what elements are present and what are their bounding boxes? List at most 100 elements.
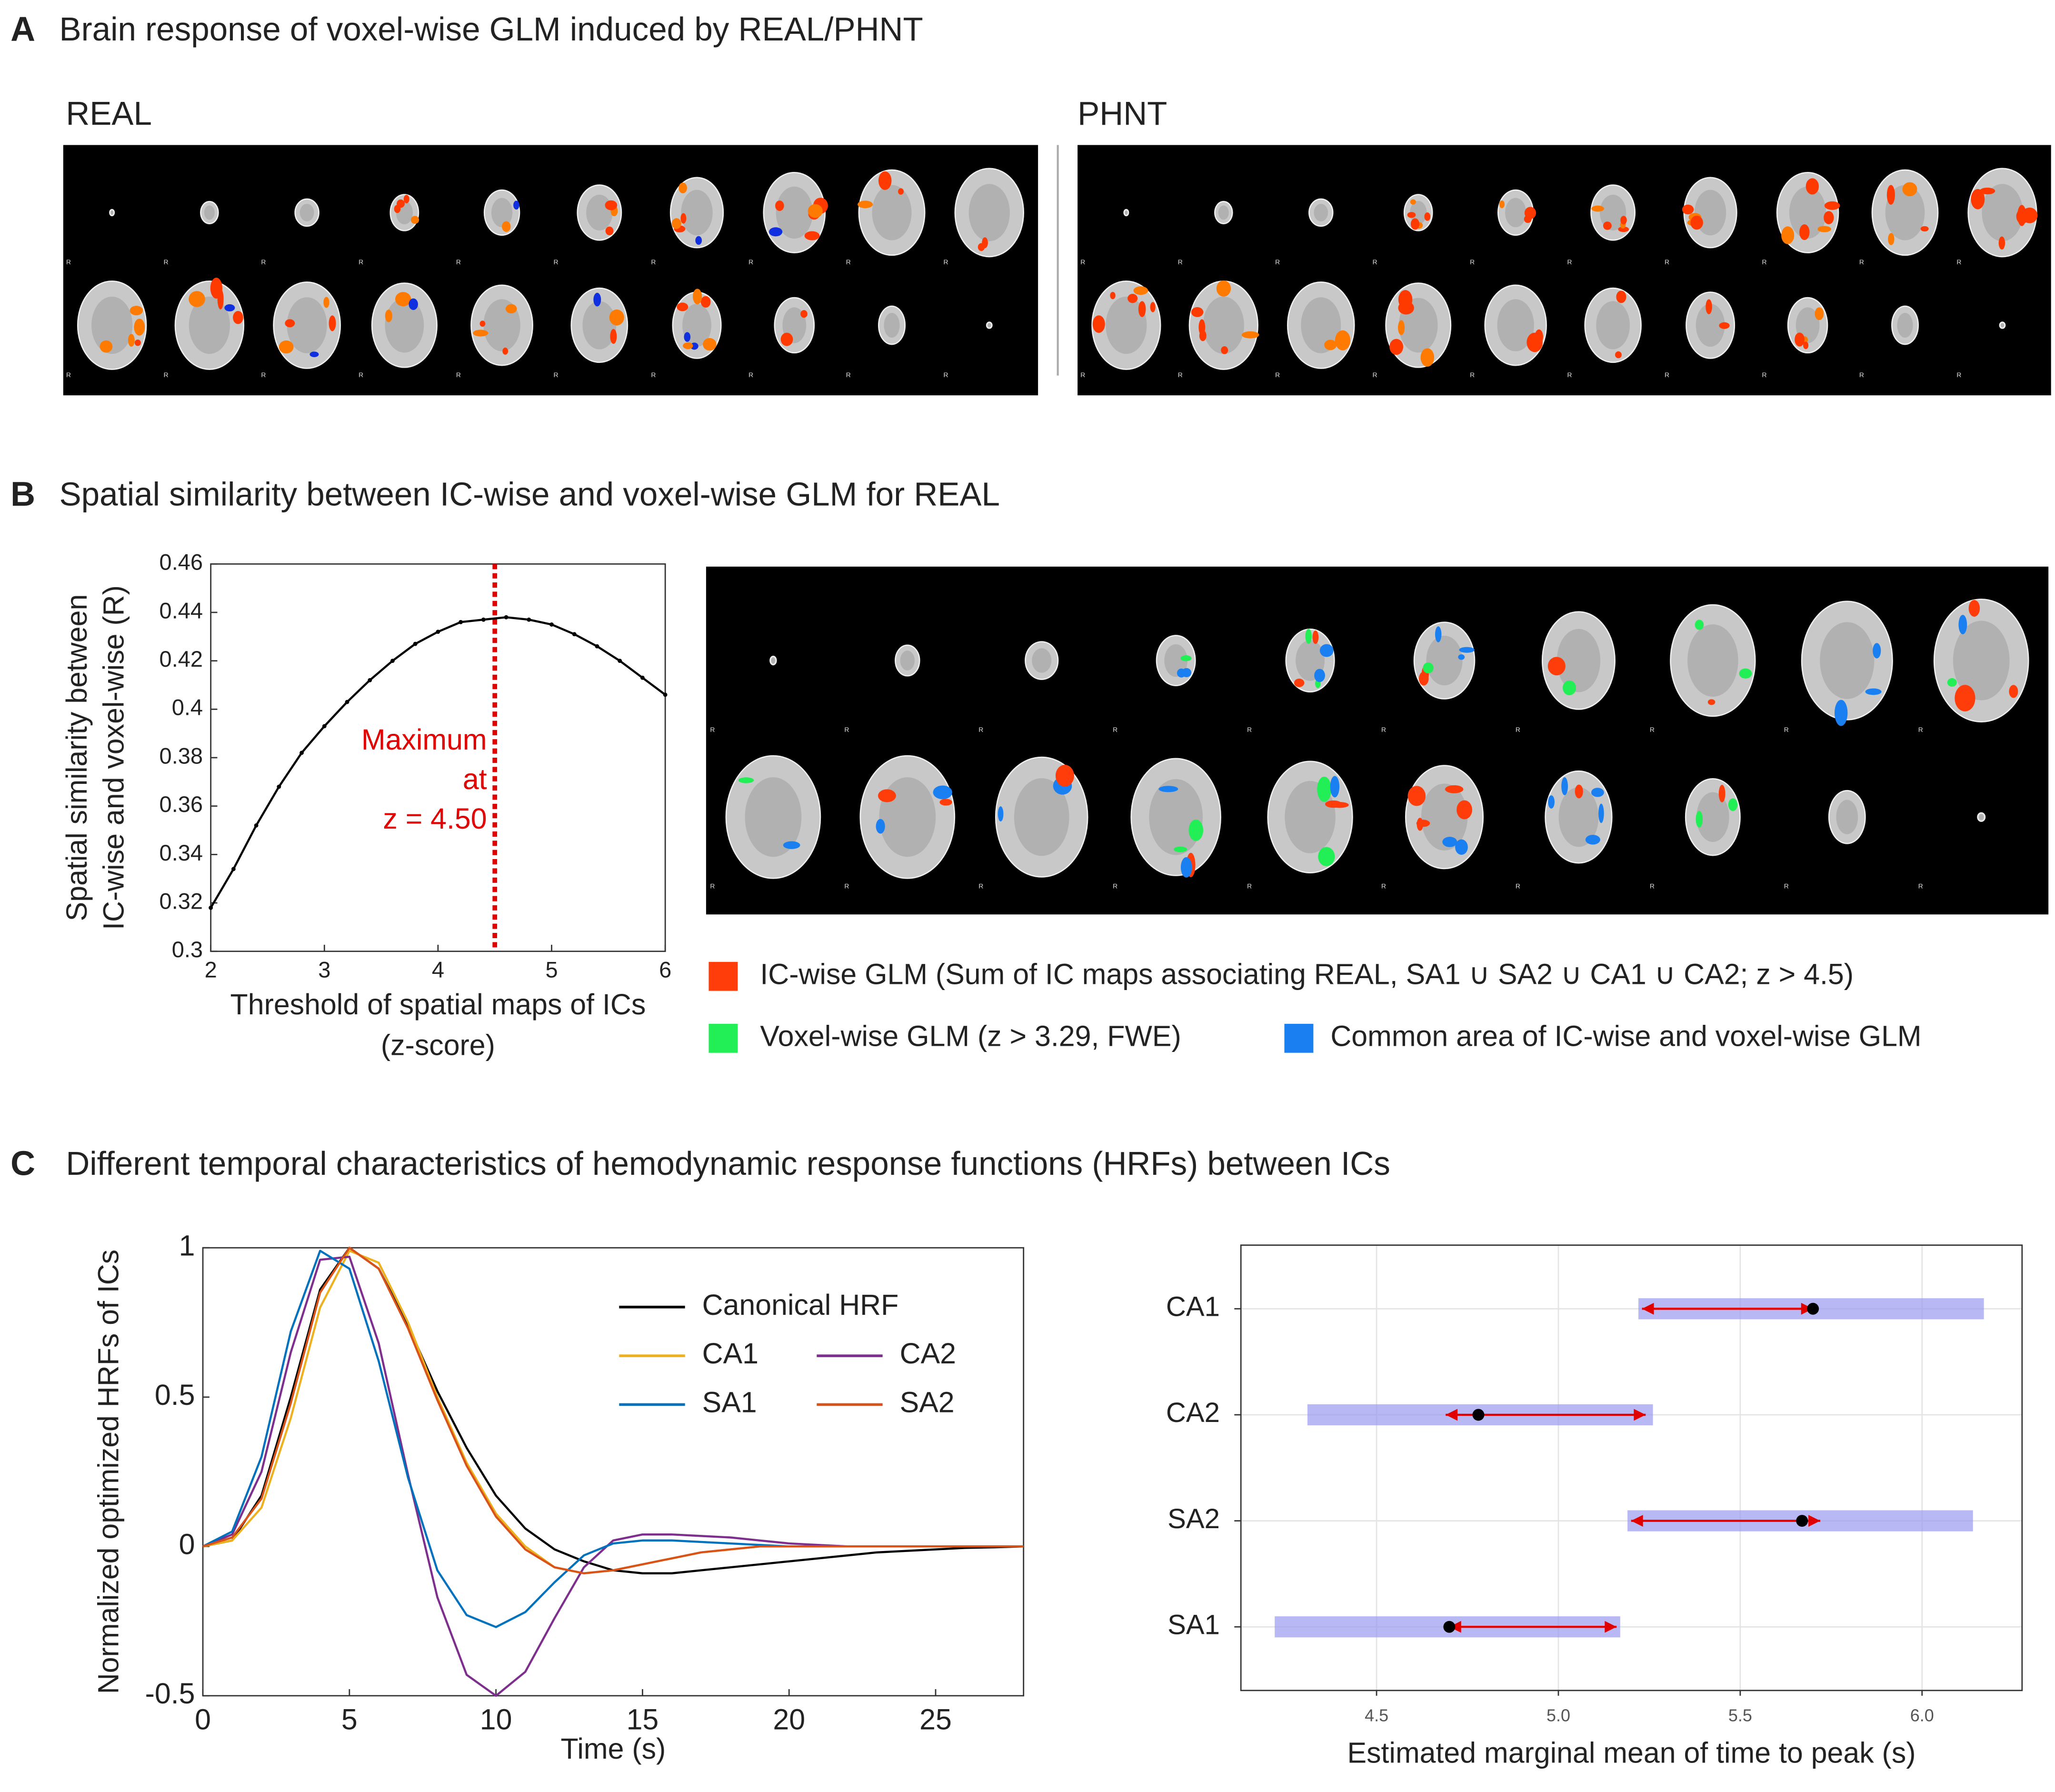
activation-blob <box>309 351 319 358</box>
x-tick-label: 5 <box>545 957 558 982</box>
activation-blob <box>1456 800 1472 820</box>
brain-slice-inner <box>900 651 915 671</box>
brain-slice-inner <box>1505 198 1526 228</box>
activation-blob <box>1416 820 1430 827</box>
series-point <box>322 724 327 729</box>
y-tick-label: 0.46 <box>160 550 203 575</box>
activation-blob <box>1615 351 1622 359</box>
orientation-label: R <box>748 258 753 266</box>
orientation-label: R <box>1650 726 1655 733</box>
brain-slice-inner <box>1789 186 1826 239</box>
series-point <box>299 751 304 755</box>
orientation-label: R <box>456 371 461 379</box>
activation-blob <box>1389 339 1404 355</box>
orientation-label: R <box>554 258 559 266</box>
arrow-head <box>1631 1515 1643 1527</box>
brain-slice-inner <box>968 184 1010 241</box>
legend-label: Common area of IC-wise and voxel-wise GL… <box>1330 1020 1921 1052</box>
y-tick-label: 0.42 <box>160 646 203 671</box>
orientation-label: R <box>1516 726 1520 733</box>
brain-slice-inner <box>1558 787 1599 847</box>
orientation-label: R <box>944 258 948 266</box>
series-point <box>572 632 577 637</box>
activation-blob <box>2009 685 2018 698</box>
brain-slice-inner <box>771 658 775 663</box>
activation-blob <box>1799 224 1810 240</box>
plot-frame <box>202 1247 1025 1697</box>
orientation-label: R <box>710 882 715 890</box>
brain-slice-inner <box>1032 648 1052 673</box>
orientation-label: R <box>710 726 715 733</box>
legend-label: SA1 <box>702 1386 757 1419</box>
orientation-label: R <box>1762 258 1766 266</box>
activation-blob <box>2016 209 2029 224</box>
plot-frame <box>210 563 666 952</box>
legend-label: Canonical HRF <box>702 1289 899 1321</box>
legend-swatch <box>708 961 738 991</box>
x-tick-label: 4 <box>432 957 444 982</box>
activation-blob <box>1458 654 1465 660</box>
activation-blob <box>1817 226 1831 232</box>
series-point <box>549 622 554 627</box>
activation-blob <box>1575 784 1583 799</box>
activation-blob <box>775 200 784 211</box>
series-point <box>231 867 236 871</box>
point-estimate <box>1796 1515 1808 1527</box>
activation-blob <box>1806 178 1819 195</box>
activation-blob <box>1177 668 1186 678</box>
activation-blob <box>1188 819 1204 841</box>
activation-blob <box>1971 189 1985 210</box>
activation-blob <box>1410 218 1420 230</box>
orientation-label: R <box>1178 258 1183 266</box>
orientation-label: R <box>1567 371 1572 379</box>
activation-blob <box>738 777 754 783</box>
activation-blob <box>678 182 687 194</box>
activation-blob <box>684 332 691 342</box>
legend-label: Voxel-wise GLM (z > 3.29, FWE) <box>760 1020 1181 1052</box>
brain-slice-inner <box>1421 783 1468 851</box>
activation-blob <box>1110 291 1116 300</box>
series-point <box>481 617 486 622</box>
activation-blob <box>1127 293 1138 303</box>
activation-blob <box>1221 346 1228 354</box>
activation-blob <box>479 320 486 327</box>
activation-blob <box>502 221 511 232</box>
activation-blob <box>1319 644 1334 657</box>
brain-slice-inner <box>1953 621 2010 701</box>
brain-slice-inner <box>1687 624 1738 697</box>
orientation-label: R <box>978 726 983 733</box>
y-tick-label: 0.44 <box>160 598 203 623</box>
brain-slice-inner <box>884 313 900 338</box>
activation-blob <box>1886 185 1895 205</box>
x-tick-label: 6.0 <box>1910 1706 1934 1725</box>
brain-slice-inner <box>491 198 513 228</box>
activation-blob <box>695 236 702 245</box>
activation-blob <box>671 218 681 229</box>
activation-blob <box>1696 811 1703 828</box>
series-line <box>202 1246 1024 1574</box>
activation-blob <box>804 231 820 240</box>
orientation-label: R <box>1080 371 1085 379</box>
activation-blob <box>609 309 624 326</box>
brain-slice-inner <box>1820 622 1875 699</box>
activation-blob <box>1499 200 1505 209</box>
activation-blob <box>780 332 793 346</box>
activation-blob <box>128 334 135 347</box>
activation-blob <box>134 340 141 346</box>
activation-blob <box>1180 655 1192 661</box>
y-tick-label: 0.38 <box>160 743 203 768</box>
activation-blob <box>933 785 952 800</box>
panel-letter: B <box>10 475 35 513</box>
brain-slice-inner <box>1897 313 1913 338</box>
y-tick-label: 0.34 <box>160 840 203 865</box>
activation-blob <box>1548 795 1555 809</box>
orientation-label: R <box>456 258 461 266</box>
y-axis-label: IC-wise and voxel-wise (R) <box>98 585 130 930</box>
activation-blob <box>1445 785 1464 793</box>
activation-blob <box>473 330 489 337</box>
activation-blob <box>134 319 145 336</box>
y-tick-label: -0.5 <box>145 1677 195 1710</box>
activation-blob <box>279 340 294 354</box>
activation-blob <box>1318 847 1335 866</box>
activation-blob <box>1424 212 1431 221</box>
